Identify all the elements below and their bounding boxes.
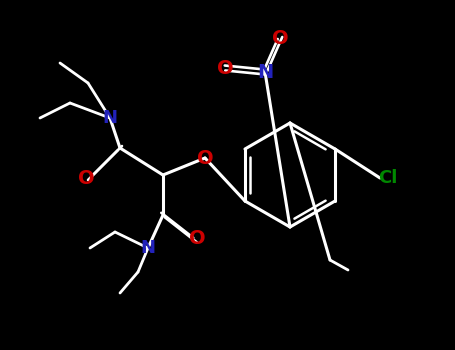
Text: N: N [102,109,117,127]
Text: O: O [78,168,94,188]
Text: O: O [272,28,288,48]
Text: O: O [217,58,233,77]
Text: O: O [189,229,205,247]
Text: N: N [257,63,273,82]
Text: Cl: Cl [378,169,398,187]
Text: O: O [197,148,213,168]
Text: N: N [141,239,156,257]
